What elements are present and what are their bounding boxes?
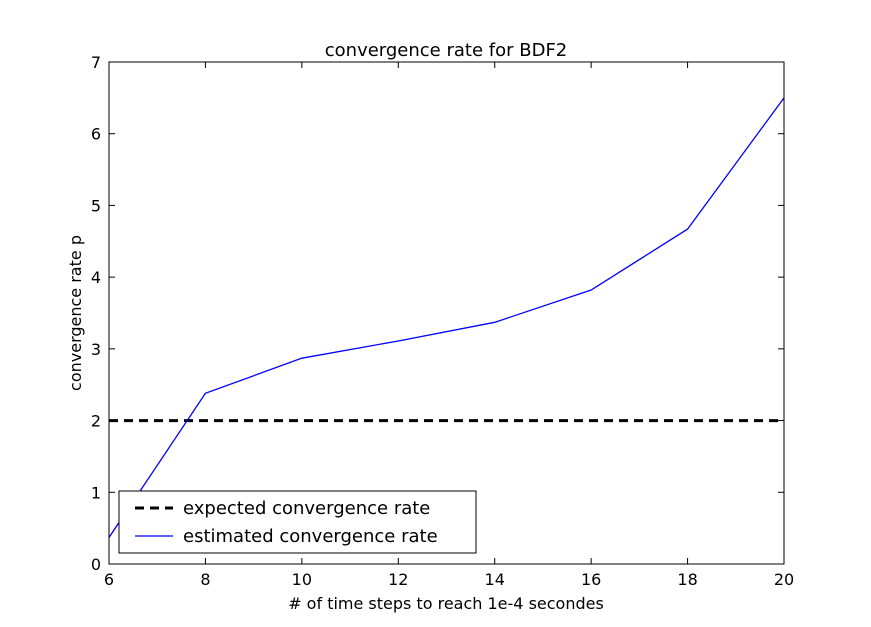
x-tick-label: 10: [292, 570, 312, 589]
y-tick-label: 0: [91, 555, 101, 574]
legend: expected convergence rate estimated conv…: [118, 490, 477, 554]
plot-area-frame: [108, 61, 785, 565]
legend-label-expected: expected convergence rate: [183, 498, 430, 519]
y-tick-label: 1: [91, 483, 101, 502]
y-tick-label: 7: [91, 53, 101, 72]
series-line-estimated: [109, 97, 784, 538]
x-tick-label: 8: [200, 570, 210, 589]
y-axis-label: convergence rate p: [66, 235, 85, 391]
x-tick-label: 18: [677, 570, 697, 589]
x-tick-label: 20: [774, 570, 794, 589]
legend-box: [118, 490, 477, 554]
x-tick-label: 6: [104, 570, 114, 589]
x-tick-label: 12: [388, 570, 408, 589]
y-tick-label: 5: [91, 196, 101, 215]
x-tick-label: 14: [485, 570, 505, 589]
y-tick-label: 3: [91, 340, 101, 359]
y-tick-label: 2: [91, 412, 101, 431]
chart-title: convergence rate for BDF2: [325, 40, 568, 61]
x-axis-label: # of time steps to reach 1e-4 secondes: [288, 594, 604, 613]
legend-label-estimated: estimated convergence rate: [183, 526, 438, 547]
y-tick-label: 6: [91, 125, 101, 144]
y-tick-label: 4: [91, 268, 101, 287]
x-tick-label: 16: [581, 570, 601, 589]
